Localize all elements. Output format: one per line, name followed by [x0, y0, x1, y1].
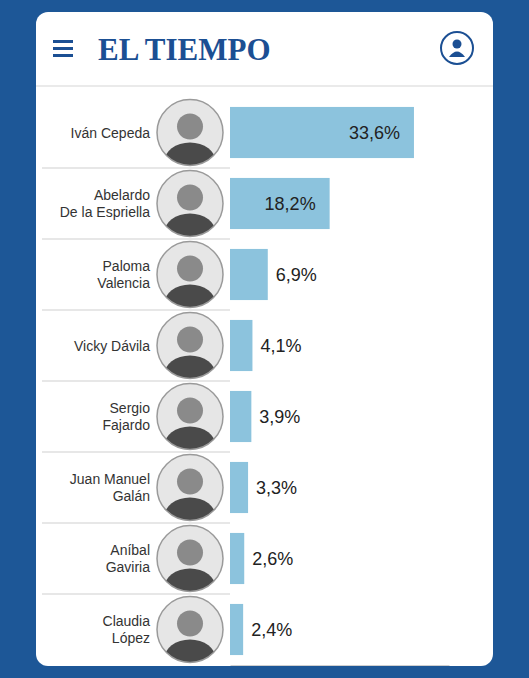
title: EL TIEMPO [98, 32, 271, 67]
photos [157, 100, 223, 678]
header: EL TIEMPO [36, 32, 493, 86]
data-label: 33,6% [349, 123, 400, 143]
photo-head [177, 540, 203, 566]
photo-head [177, 327, 203, 353]
category-label: Juan ManuelGalán [70, 471, 150, 504]
photo-ring [157, 597, 223, 663]
bar [230, 391, 251, 442]
user-body[interactable] [449, 52, 465, 58]
photo-head [177, 611, 203, 637]
x-axis-line [231, 665, 450, 666]
row-separator [42, 594, 230, 595]
data-label: 4,1% [260, 336, 301, 356]
user-ring[interactable] [441, 32, 473, 64]
bar [230, 533, 244, 584]
row-separator [42, 523, 230, 524]
separators [42, 168, 230, 594]
photo-body [164, 640, 216, 678]
user-head[interactable] [453, 40, 462, 49]
category-label: ClaudiaLópez [103, 613, 151, 646]
category-label: AníbalGaviria [106, 542, 151, 575]
bar [230, 320, 252, 371]
row-separator [42, 452, 230, 453]
category-label: Iván Cepeda [71, 125, 151, 141]
photo-head [177, 185, 203, 211]
photo-head [177, 469, 203, 495]
photo-head [177, 114, 203, 140]
photo-ring [157, 384, 223, 450]
data-labels: 33,6% 18,2% 6,9% 4,1% 3,9% 3,3% 2,6% 2,4% [251, 123, 400, 640]
row-separator [42, 310, 230, 311]
data-label: 3,3% [256, 478, 297, 498]
bars [230, 107, 414, 655]
menu-bar[interactable] [53, 47, 73, 50]
menu-bar[interactable] [53, 40, 73, 43]
data-label: 2,4% [251, 620, 292, 640]
bar [230, 249, 268, 300]
row-separator [42, 168, 230, 169]
photo-ring [157, 242, 223, 308]
photo-ring [157, 100, 223, 166]
photo-ring [157, 171, 223, 237]
canvas: EL TIEMPO Iván Cepeda AbelardoDe la Esprie… [0, 0, 529, 678]
photo-ring [157, 313, 223, 379]
photo-head [177, 256, 203, 282]
bar [230, 107, 414, 158]
row-separator [42, 381, 230, 382]
x-axis [231, 665, 450, 666]
data-label: 3,9% [259, 407, 300, 427]
menu-bar[interactable] [53, 54, 73, 57]
bar [230, 604, 243, 655]
category-label: PalomaValencia [97, 258, 150, 291]
photo-ring [157, 455, 223, 521]
photo-ring [157, 526, 223, 592]
data-label: 18,2% [265, 194, 316, 214]
card [36, 12, 493, 666]
bar [230, 462, 248, 513]
category-label: SergioFajardo [103, 400, 151, 433]
row-separator [42, 239, 230, 240]
header-rule [36, 86, 493, 87]
photo [157, 597, 223, 678]
photo-figure [164, 611, 216, 678]
user-icon[interactable] [441, 32, 473, 64]
bar [230, 178, 330, 229]
category-labels: Iván Cepeda AbelardoDe la Espriella Paloma… [60, 125, 150, 647]
photo-head [177, 398, 203, 424]
category-label: Vicky Dávila [74, 338, 150, 354]
category-label: AbelardoDe la Espriella [60, 187, 150, 220]
data-label: 2,6% [252, 549, 293, 569]
data-label: 6,9% [276, 265, 317, 285]
